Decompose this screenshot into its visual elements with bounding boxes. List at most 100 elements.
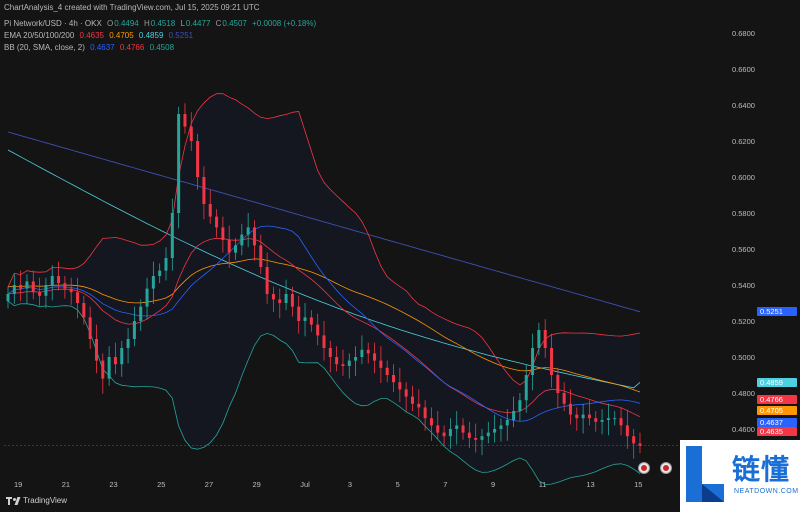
candle	[196, 141, 200, 177]
candle	[392, 375, 396, 383]
candle	[94, 339, 98, 361]
candle	[373, 353, 377, 361]
close-key: C	[215, 19, 222, 28]
bb-legend[interactable]: BB (20, SMA, close, 2) 0.4637 0.4766 0.4…	[4, 43, 177, 53]
candle	[88, 317, 92, 339]
candle	[619, 418, 623, 426]
tradingview-brand: TradingView	[23, 496, 68, 505]
candle	[132, 321, 136, 339]
candle	[347, 360, 351, 366]
candle	[505, 420, 509, 426]
price-tag: 0.4635	[757, 426, 797, 436]
candle	[246, 227, 250, 235]
y-tick-label: 0.6600	[732, 65, 755, 74]
candle	[259, 245, 263, 267]
x-tick-label: 7	[443, 480, 447, 489]
candle	[303, 317, 307, 321]
tradingview-mark-icon	[6, 496, 21, 505]
candle	[480, 436, 484, 440]
candle	[25, 281, 29, 289]
candle	[379, 360, 383, 368]
candle	[429, 418, 433, 426]
candle	[183, 114, 187, 127]
x-tick-label: 9	[491, 480, 495, 489]
candle	[613, 418, 617, 420]
candle	[145, 288, 149, 307]
candle	[537, 330, 541, 348]
candle	[221, 227, 225, 240]
candle	[568, 403, 572, 415]
candle	[6, 294, 10, 302]
candle	[562, 393, 566, 404]
candle	[240, 234, 244, 246]
candle	[581, 414, 585, 419]
high-value: 0.4518	[150, 19, 176, 28]
candle	[12, 285, 16, 294]
ema20-line	[7, 237, 641, 418]
candle	[455, 425, 459, 429]
candle	[107, 357, 111, 379]
y-tick-label: 0.5400	[732, 281, 755, 290]
y-tick-label: 0.6200	[732, 137, 755, 146]
low-value: 0.4477	[185, 19, 211, 28]
x-tick-label: 11	[539, 480, 547, 489]
ema50-value: 0.4705	[109, 31, 134, 40]
ema50-line	[7, 258, 641, 393]
price-tag: 0.4766	[757, 394, 797, 404]
candle	[44, 285, 48, 296]
candle	[556, 375, 560, 393]
candle	[625, 425, 629, 437]
symbol-label[interactable]: Pi Network/USD · 4h · OKX	[4, 19, 102, 28]
event-flag-icon[interactable]	[660, 462, 672, 474]
candle	[335, 357, 339, 365]
candle	[404, 389, 408, 397]
y-tick-label: 0.6400	[732, 101, 755, 110]
x-tick-label: 27	[205, 480, 213, 489]
candle	[587, 414, 591, 419]
candle	[316, 324, 320, 336]
candle	[252, 227, 256, 246]
candle	[309, 317, 313, 325]
ema-legend-label: EMA 20/50/100/200	[4, 31, 75, 40]
ema100-line	[7, 149, 641, 389]
candle	[151, 276, 155, 289]
x-tick-label: 23	[109, 480, 117, 489]
candle	[436, 425, 440, 433]
y-tick-label: 0.6000	[732, 173, 755, 182]
candle	[550, 348, 554, 375]
x-tick-label: 29	[253, 480, 261, 489]
x-tick-label: 19	[14, 480, 22, 489]
candle	[227, 240, 231, 253]
candle	[360, 349, 364, 357]
x-tick-label: 3	[348, 480, 352, 489]
candle	[31, 281, 35, 293]
open-key: O	[107, 19, 114, 28]
bb-basis-value: 0.4637	[90, 43, 115, 52]
candle	[575, 414, 579, 419]
candle	[278, 299, 282, 303]
y-tick-label: 0.6800	[732, 29, 755, 38]
candle	[600, 420, 604, 422]
tradingview-logo[interactable]: TradingView	[6, 496, 67, 505]
x-tick-label: 13	[586, 480, 594, 489]
candle	[290, 294, 294, 307]
candle	[524, 375, 528, 401]
high-key: H	[143, 19, 150, 28]
candle	[297, 306, 301, 321]
candle	[38, 292, 42, 296]
price-tag: 0.4637	[757, 417, 797, 427]
event-flag-icon[interactable]	[638, 462, 650, 474]
open-value: 0.4494	[114, 19, 139, 28]
candle	[354, 357, 358, 361]
candle	[493, 429, 497, 433]
price-tag: 0.4859	[757, 377, 797, 387]
candle	[120, 348, 124, 365]
header-symbol-row: Pi Network/USD · 4h · OKX O0.4494 H0.451…	[4, 19, 319, 29]
candle	[177, 114, 181, 213]
y-tick-label: 0.5200	[732, 317, 755, 326]
ema-legend[interactable]: EMA 20/50/100/200 0.4635 0.4705 0.4859 0…	[4, 31, 196, 41]
close-value: 0.4507	[222, 19, 247, 28]
candle	[448, 429, 452, 437]
change-value: +0.0008 (+0.18%)	[252, 19, 317, 28]
